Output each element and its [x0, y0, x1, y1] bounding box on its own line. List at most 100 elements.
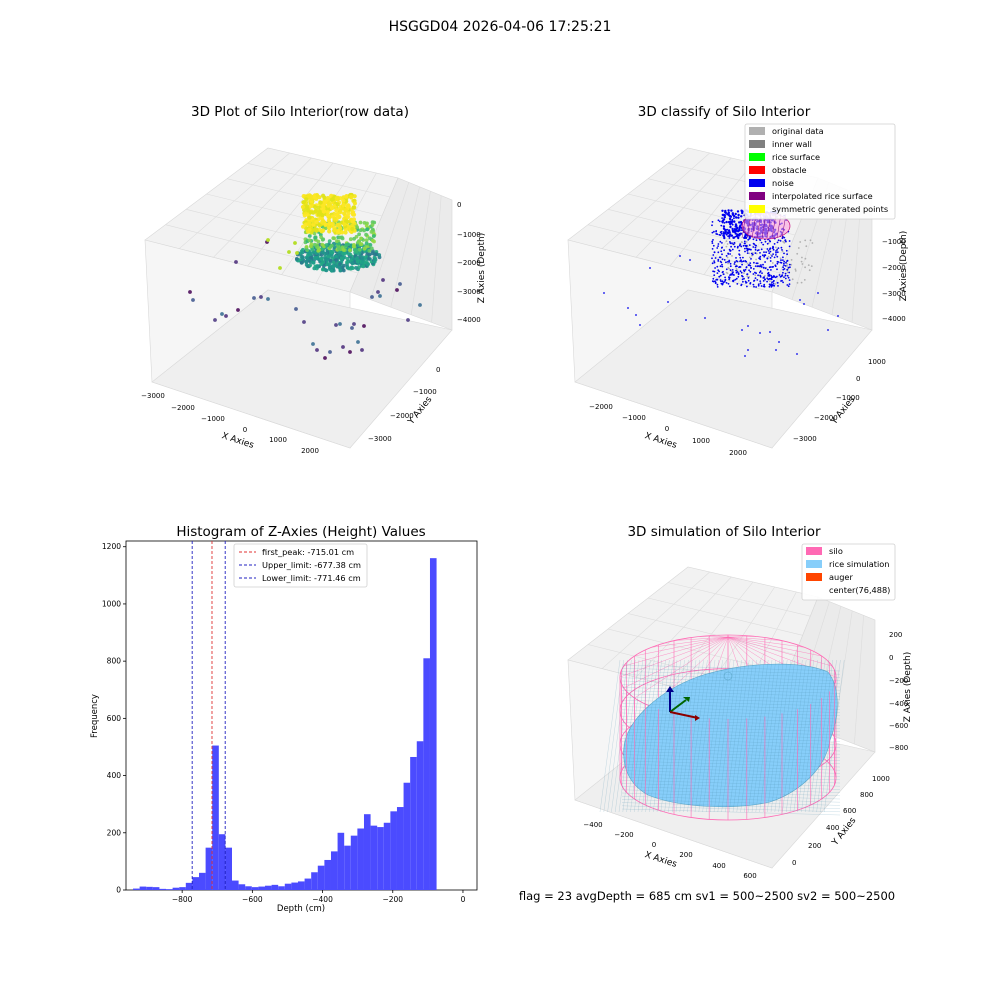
- scatter-point: [295, 251, 299, 255]
- scatter-point: [328, 258, 333, 263]
- scatter-point: [744, 250, 746, 253]
- scatter-point: [754, 277, 757, 279]
- scatter-point: [339, 256, 344, 261]
- panel-simulation-3d: 3D simulation of Silo Interior −400 −200 0…: [567, 524, 913, 880]
- scatter-point: [327, 265, 332, 270]
- histogram-bar: [172, 887, 180, 890]
- scatter-point: [760, 264, 762, 266]
- xtick-label: 2000: [729, 449, 747, 457]
- scatter-point: [355, 256, 359, 260]
- silo-lid-wire: [673, 636, 729, 641]
- scatter-point: [727, 282, 730, 285]
- scatter-point: [354, 249, 359, 254]
- scatter-point: [768, 266, 771, 269]
- scatter-point: [803, 303, 805, 305]
- scatter-point: [372, 259, 377, 264]
- scatter-point: [689, 259, 691, 261]
- scatter-point: [786, 253, 788, 256]
- rice-mesh-line: [621, 690, 841, 697]
- histogram-bar: [265, 885, 272, 890]
- scatter-point: [737, 272, 740, 275]
- scatter-point: [721, 209, 724, 212]
- scatter-point: [801, 263, 804, 265]
- scatter-point: [725, 282, 728, 284]
- scatter-point: [725, 240, 728, 243]
- scatter-point: [797, 247, 800, 249]
- scatter-point: [309, 244, 313, 249]
- scatter-point: [300, 204, 306, 210]
- scatter-point: [796, 252, 799, 255]
- scatter-point: [748, 236, 751, 240]
- scatter-point: [323, 356, 327, 360]
- ytick-label: 800: [107, 657, 122, 666]
- scatter-point: [784, 265, 787, 267]
- scatter-point: [741, 275, 744, 278]
- scatter-point: [360, 348, 364, 352]
- scatter-point: [772, 253, 774, 256]
- rice-mesh-line: [672, 659, 693, 813]
- scatter-point: [782, 266, 784, 269]
- scatter-point: [794, 270, 797, 272]
- scatter-point: [759, 239, 762, 242]
- scatter-point: [345, 219, 350, 224]
- scatter-point: [729, 274, 731, 276]
- scatter-point: [759, 270, 762, 273]
- histogram-bar: [423, 658, 430, 890]
- scatter-point: [804, 239, 807, 242]
- scatter-point: [304, 245, 309, 249]
- ztick-label: −2000: [457, 259, 481, 267]
- histogram-bar: [159, 888, 167, 890]
- scatter-point: [341, 251, 345, 256]
- scatter-point: [776, 249, 778, 251]
- scatter-point: [716, 283, 719, 286]
- scatter-point: [358, 220, 363, 225]
- scatter-point: [727, 262, 729, 265]
- scatter-point: [418, 303, 422, 307]
- ztick-label: 0: [889, 654, 893, 662]
- rice-mesh-line: [786, 659, 807, 813]
- scatter-point: [800, 281, 803, 284]
- scatter-point: [350, 266, 355, 271]
- scatter-point: [775, 254, 777, 256]
- scatter-point: [742, 256, 744, 259]
- scatter-point: [766, 257, 769, 260]
- rice-mesh-line: [668, 659, 689, 813]
- scatter-point: [730, 234, 734, 237]
- scatter-point: [727, 229, 731, 232]
- xtick-label: −400: [583, 821, 602, 829]
- scatter-point: [740, 245, 743, 248]
- scatter-point: [370, 251, 375, 256]
- scatter-point: [719, 260, 722, 263]
- scatter-point: [743, 270, 746, 273]
- scatter-point: [755, 286, 757, 288]
- scatter-point: [713, 274, 716, 277]
- histogram-bar: [291, 882, 298, 890]
- scatter-point: [754, 274, 757, 277]
- scatter-point: [759, 274, 762, 277]
- silo-lid-wire: [699, 636, 729, 638]
- scatter-point: [735, 216, 738, 219]
- scatter-point: [723, 214, 726, 217]
- scatter-point: [770, 278, 773, 281]
- scatter-point: [810, 265, 813, 267]
- scatter-point: [723, 236, 726, 240]
- histogram-bar: [179, 887, 186, 890]
- scatter-point: [784, 274, 787, 277]
- scatter-point: [365, 227, 369, 232]
- rice-mesh-line: [599, 659, 621, 813]
- histogram-bar: [297, 881, 305, 890]
- scatter-point: [734, 232, 737, 235]
- scatter-point: [735, 257, 737, 259]
- silo-lid-wire: [727, 636, 757, 638]
- histogram-bar: [363, 814, 371, 890]
- scatter-point: [329, 268, 334, 273]
- scatter-point: [788, 279, 791, 281]
- scatter-point: [750, 252, 753, 255]
- scatter-point: [720, 232, 723, 235]
- scatter-point: [316, 239, 321, 244]
- scatter-point: [754, 248, 757, 251]
- rice-mesh-line: [691, 659, 712, 813]
- raw-scatter: [188, 192, 422, 360]
- ztick-label: −3000: [457, 288, 481, 296]
- scatter-point: [319, 257, 324, 261]
